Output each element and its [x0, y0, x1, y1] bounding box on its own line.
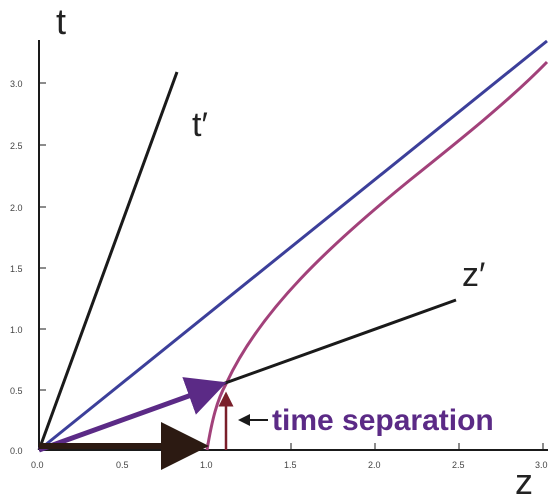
x-tick-label: 2.5 — [452, 460, 465, 470]
y-tick-label: 1.5 — [10, 264, 23, 274]
x-tick-label: 2.0 — [368, 460, 381, 470]
z-axis-label: z — [515, 461, 533, 497]
y-tick-label: 0.5 — [10, 386, 23, 396]
t-axis-label: t — [56, 1, 66, 42]
t-prime-label: t′ — [192, 106, 208, 144]
y-tick-label: 2.0 — [10, 203, 23, 213]
x-tick-label: 0.0 — [31, 460, 44, 470]
x-tick-label: 1.5 — [284, 460, 297, 470]
time-separation-label: time separation — [272, 404, 494, 437]
hyperbola-curve — [205, 60, 549, 451]
t-prime-axis — [37, 71, 179, 451]
x-tick-label: 1.0 — [200, 460, 213, 470]
purple-vector — [38, 377, 227, 453]
x-tick-label: 0.5 — [116, 460, 129, 470]
y-tick-label: 1.0 — [10, 325, 23, 335]
z-prime-label: z′ — [462, 256, 485, 294]
y-tick-label: 3.0 — [10, 79, 23, 89]
light-line — [38, 39, 548, 452]
y-tick-label: 0.0 — [10, 446, 23, 456]
y-tick-label: 2.5 — [10, 141, 23, 151]
y-ticks — [39, 82, 46, 451]
x-tick-label: 3.0 — [535, 460, 548, 470]
